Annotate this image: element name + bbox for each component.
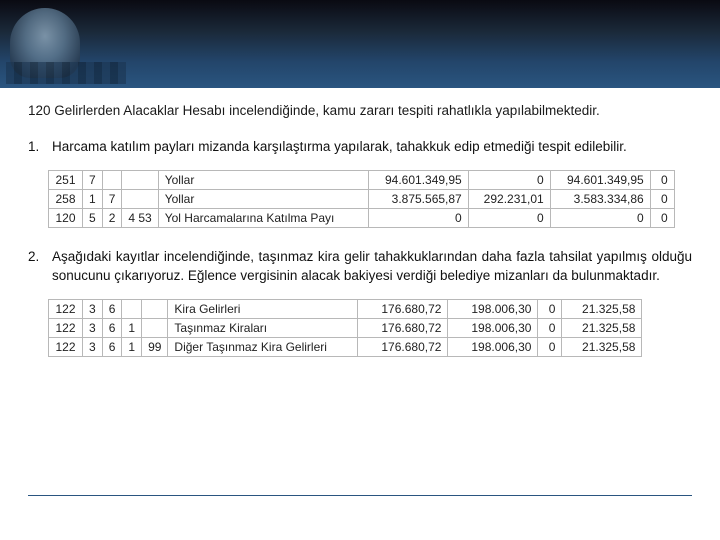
table-cell: 120 (49, 209, 83, 228)
table-cell: 198.006,30 (448, 337, 538, 356)
table-cell (122, 190, 158, 209)
table-cell: 6 (102, 318, 122, 337)
table-cell: 3 (83, 318, 103, 337)
table-cell: 2 (102, 209, 122, 228)
footer-divider (28, 495, 692, 496)
table-cell: 176.680,72 (358, 318, 448, 337)
table-cell: 0 (650, 209, 674, 228)
table-cell: 258 (49, 190, 83, 209)
table-row: 2517Yollar94.601.349,95094.601.349,950 (49, 171, 675, 190)
table-cell: Yollar (158, 171, 368, 190)
table-cell: 4 53 (122, 209, 158, 228)
table-row: 120524 53Yol Harcamalarına Katılma Payı0… (49, 209, 675, 228)
table-cell: 198.006,30 (448, 299, 538, 318)
table-cell: 0 (538, 337, 562, 356)
table-cell: 251 (49, 171, 83, 190)
table-cell: 0 (538, 299, 562, 318)
table-cell: 21.325,58 (562, 299, 642, 318)
table-cell: 1 (122, 318, 142, 337)
table-cell: 6 (102, 299, 122, 318)
table-cell: 0 (368, 209, 468, 228)
table-cell: 0 (650, 190, 674, 209)
table-cell: 122 (49, 337, 83, 356)
table-cell: 0 (468, 209, 550, 228)
table-cell: 3 (83, 299, 103, 318)
list-text-2: Aşağıdaki kayıtlar incelendiğinde, taşın… (52, 248, 692, 284)
table-cell: 292.231,01 (468, 190, 550, 209)
table-cell: Yollar (158, 190, 368, 209)
table-row: 12236 Kira Gelirleri176.680,72198.006,300… (49, 299, 642, 318)
table-row: 122361 Taşınmaz Kiraları176.680,72198.006… (49, 318, 642, 337)
table-cell (122, 171, 158, 190)
table-cell (122, 299, 142, 318)
table-cell: 7 (102, 190, 122, 209)
content-area: 120 Gelirlerden Alacaklar Hesabı incelen… (0, 88, 720, 357)
table-cell: 94.601.349,95 (550, 171, 650, 190)
table-1: 2517Yollar94.601.349,95094.601.349,95025… (48, 170, 675, 228)
table-cell: 3 (83, 337, 103, 356)
list-text-1: Harcama katılım payları mizanda karşılaş… (52, 138, 692, 156)
list-item-1: 1. Harcama katılım payları mizanda karşı… (28, 138, 692, 156)
table-cell: 5 (83, 209, 103, 228)
table-cell (142, 299, 168, 318)
table-cell: 176.680,72 (358, 299, 448, 318)
table-cell: 94.601.349,95 (368, 171, 468, 190)
table-cell: 7 (83, 171, 103, 190)
table-cell: 176.680,72 (358, 337, 448, 356)
table-cell: 0 (538, 318, 562, 337)
table-row: 25817 Yollar3.875.565,87292.231,013.583.3… (49, 190, 675, 209)
table-cell: 122 (49, 318, 83, 337)
table-cell: 1 (83, 190, 103, 209)
table-cell: 21.325,58 (562, 318, 642, 337)
table-cell: 21.325,58 (562, 337, 642, 356)
table-cell: 0 (650, 171, 674, 190)
table-cell: 3.583.334,86 (550, 190, 650, 209)
table-cell: Kira Gelirleri (168, 299, 358, 318)
table-cell: 122 (49, 299, 83, 318)
table-cell: 0 (468, 171, 550, 190)
table-cell: Diğer Taşınmaz Kira Gelirleri (168, 337, 358, 356)
table-cell: 0 (550, 209, 650, 228)
header-banner (0, 0, 720, 88)
table-cell: Yol Harcamalarına Katılma Payı (158, 209, 368, 228)
table-cell: 1 (122, 337, 142, 356)
list-item-2: 2. Aşağıdaki kayıtlar incelendiğinde, ta… (28, 248, 692, 284)
table-2: 12236Kira Gelirleri176.680,72198.006,300… (48, 299, 642, 357)
table-cell: 3.875.565,87 (368, 190, 468, 209)
list-num-2: 2. (28, 248, 52, 284)
list-num-1: 1. (28, 138, 52, 156)
table-cell: Taşınmaz Kiraları (168, 318, 358, 337)
table-cell: 6 (102, 337, 122, 356)
table-cell: 99 (142, 337, 168, 356)
intro-paragraph: 120 Gelirlerden Alacaklar Hesabı incelen… (28, 102, 692, 120)
table-cell (102, 171, 122, 190)
table-row: 12236199Diğer Taşınmaz Kira Gelirleri176… (49, 337, 642, 356)
table-cell (142, 318, 168, 337)
table-cell: 198.006,30 (448, 318, 538, 337)
